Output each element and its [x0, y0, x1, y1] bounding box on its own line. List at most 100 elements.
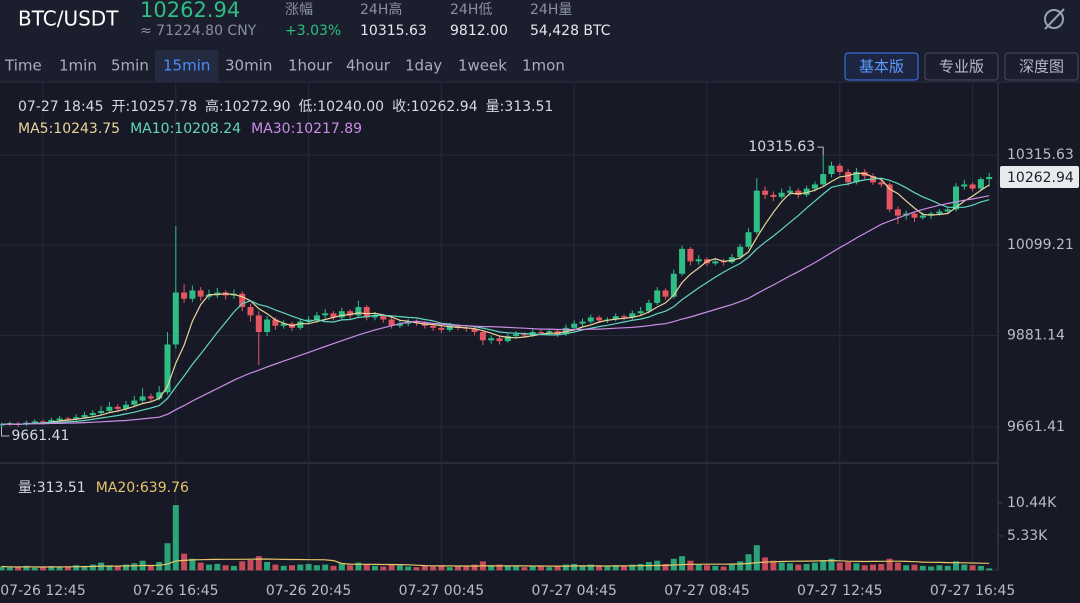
candle-body: [114, 406, 121, 409]
volume-bar: [6, 567, 13, 571]
candle-body: [197, 290, 204, 297]
candle-body: [612, 316, 619, 320]
candle-body: [73, 417, 80, 420]
volume-bar: [612, 565, 619, 571]
ohlc-info: 07-27 18:45: [18, 99, 103, 115]
candle-body: [629, 313, 636, 318]
volume-bar: [322, 564, 329, 571]
interval-tab[interactable]: 5min: [111, 57, 149, 75]
x-tick-label: 07-26 12:45: [0, 583, 85, 599]
volume-bar: [720, 566, 727, 571]
high-marker: 10315.63: [748, 139, 815, 155]
volume-bar: [23, 565, 30, 571]
ohlc-info: 高:10272.90: [205, 98, 291, 115]
interval-tab[interactable]: 1hour: [288, 57, 333, 75]
candle-body: [239, 293, 246, 308]
volume-bar: [455, 566, 461, 571]
interval-tab[interactable]: 1week: [458, 57, 507, 75]
interval-tab[interactable]: 15min: [163, 57, 210, 75]
change: +3.03%: [285, 23, 341, 39]
candle-body: [471, 328, 478, 332]
volume-bar: [438, 565, 445, 571]
volume-bar: [513, 566, 520, 571]
interval-tab[interactable]: 30min: [225, 57, 272, 75]
candle-body: [977, 179, 984, 189]
volume-bar: [903, 565, 910, 571]
candle-body: [172, 292, 179, 345]
icon-slash: [1044, 8, 1065, 30]
candle-body: [745, 232, 752, 247]
ma-legend: MA30:10217.89: [251, 121, 362, 137]
candle-body: [894, 209, 901, 216]
volume-bar: [629, 564, 636, 571]
volume-bar: [596, 565, 603, 571]
candle-body: [504, 336, 511, 342]
interval-tab[interactable]: 1day: [405, 57, 442, 75]
cny-price: ≈ 71224.80 CNY: [140, 23, 257, 39]
high: 10315.63: [360, 23, 427, 39]
volume-bar: [546, 567, 553, 571]
candle-body: [986, 176, 993, 180]
volume-bar: [878, 563, 885, 571]
candle-body: [355, 307, 362, 316]
candle-body: [455, 325, 461, 328]
volume-bar: [81, 565, 88, 571]
volume-bar: [762, 557, 769, 571]
volume-bar: [388, 564, 395, 571]
volume-bar: [347, 565, 354, 571]
ohlc-info: 开:10257.78: [111, 99, 197, 115]
volume-bar: [0, 566, 5, 571]
interval-tab[interactable]: Time: [4, 57, 42, 75]
vol-label: 24H量: [530, 2, 572, 18]
y-tick-label: 9881.14: [1007, 328, 1065, 344]
version-button[interactable]: [844, 52, 919, 81]
volume-bar: [538, 566, 544, 571]
volume-bar: [679, 556, 686, 571]
version-button[interactable]: [924, 52, 999, 81]
version-button[interactable]: [1004, 52, 1079, 81]
interval-tab[interactable]: 1mon: [522, 57, 565, 75]
volume-bar: [164, 543, 171, 571]
volume-bar: [446, 567, 453, 571]
candle-body: [587, 317, 594, 322]
volume-bar: [222, 565, 229, 571]
volume-bar: [571, 563, 578, 571]
volume-bar: [894, 562, 901, 571]
last-price-tag-label: 10262.94: [1007, 170, 1074, 186]
candle-body: [596, 317, 603, 321]
ma-line: [1, 172, 990, 425]
candle-body: [662, 290, 669, 297]
y-tick-label: 10099.21: [1007, 237, 1074, 253]
volume-bar: [463, 565, 470, 571]
candle-body: [338, 311, 345, 318]
volume-bar: [280, 565, 287, 571]
candle-body: [562, 327, 569, 335]
vol: 54,428 BTC: [530, 23, 611, 39]
candle-body: [330, 313, 337, 318]
candle-body: [737, 246, 744, 258]
volume-bar: [89, 564, 96, 571]
y-tick-label: 9661.41: [1007, 419, 1065, 435]
candle-body: [778, 192, 785, 197]
version-label: 基本版: [859, 58, 904, 76]
candle-body: [670, 273, 677, 297]
volume-bar: [488, 565, 495, 571]
volume-bar: [206, 564, 212, 571]
hide-icon[interactable]: [1044, 8, 1065, 30]
candle-body: [728, 257, 735, 263]
volume-bar: [189, 558, 196, 571]
icon-circle: [1044, 9, 1064, 29]
volume-bar: [181, 553, 188, 571]
volume-bar: [230, 565, 237, 571]
volume-bar: [330, 565, 337, 571]
interval-tab[interactable]: 1min: [59, 57, 97, 75]
interval-tab[interactable]: 4hour: [346, 57, 391, 75]
candle-body: [247, 307, 254, 316]
candle-body: [123, 404, 129, 409]
pair: BTC/USDT: [18, 7, 119, 31]
candle-body: [944, 209, 951, 212]
volume-bar: [728, 564, 735, 571]
candle-body: [521, 334, 528, 336]
volume-bar: [961, 564, 968, 571]
